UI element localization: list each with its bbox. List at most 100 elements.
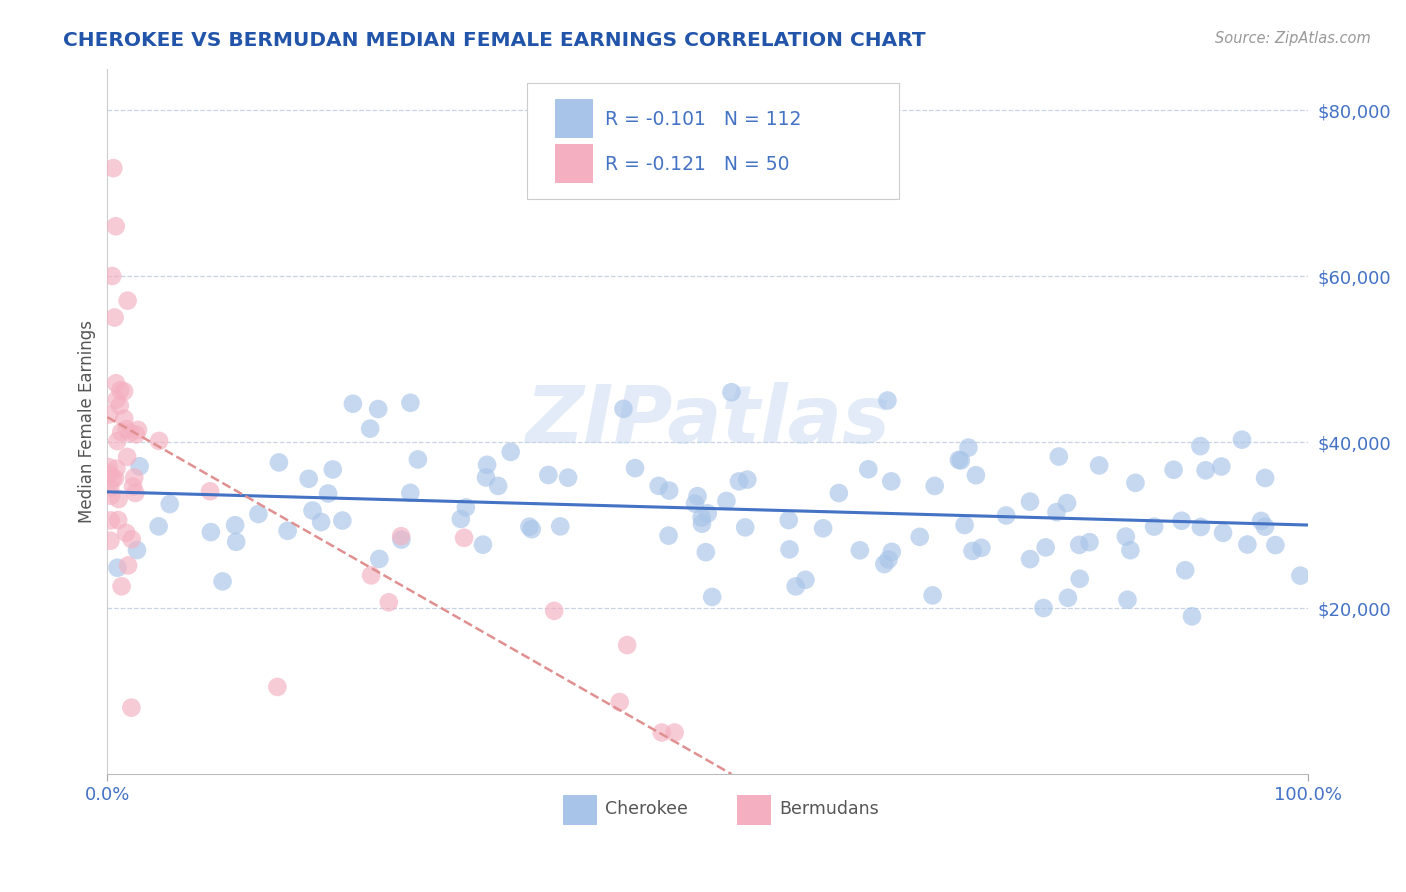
Point [247,507,270,521]
Point [737,473,759,487]
Point [734,520,756,534]
Point [1250,514,1272,528]
Point [1069,572,1091,586]
Point [127,423,149,437]
Point [873,557,896,571]
Point [1212,525,1234,540]
Point [683,497,706,511]
Point [1057,591,1080,605]
Point [1019,494,1042,508]
Point [198,484,221,499]
Point [690,516,713,531]
Point [115,525,138,540]
Text: R = -0.121   N = 50: R = -0.121 N = 50 [606,155,790,174]
Point [785,579,807,593]
Point [266,680,288,694]
Point [298,472,321,486]
Point [118,425,141,440]
Text: CHEROKEE VS BERMUDAN MEDIAN FEMALE EARNINGS CORRELATION CHART: CHEROKEE VS BERMUDAN MEDIAN FEMALE EARNI… [63,31,927,50]
Point [107,513,129,527]
Point [367,402,389,417]
Point [924,479,946,493]
Point [1264,538,1286,552]
Point [616,638,638,652]
Point [103,161,125,175]
Point [778,513,800,527]
Point [1069,538,1091,552]
Point [794,573,817,587]
Point [1035,541,1057,555]
Point [716,494,738,508]
Text: ZIPatlas: ZIPatlas [524,383,890,460]
Point [537,467,560,482]
Point [1181,609,1204,624]
Point [453,531,475,545]
Point [108,399,131,413]
Point [104,471,127,485]
Point [128,459,150,474]
Point [1189,439,1212,453]
Point [121,532,143,546]
Point [342,397,364,411]
Point [1254,519,1277,533]
Point [200,525,222,540]
Point [1170,514,1192,528]
Point [110,579,132,593]
Point [970,541,993,555]
Point [100,489,122,503]
Point [125,427,148,442]
Point [548,519,571,533]
Point [1045,505,1067,519]
Point [1047,450,1070,464]
Point [105,434,128,449]
Point [876,393,898,408]
Point [316,486,339,500]
Point [779,542,801,557]
Point [389,529,412,543]
Point [148,519,170,533]
Point [359,422,381,436]
Point [122,470,145,484]
Point [105,376,128,391]
Point [309,515,332,529]
Bar [564,795,598,825]
Point [962,544,984,558]
Point [953,518,976,533]
Point [101,472,124,486]
Point [107,491,129,506]
Point [471,538,494,552]
Point [98,481,121,495]
Point [1174,563,1197,577]
Point [124,486,146,500]
Bar [738,795,770,825]
Point [519,519,541,533]
Point [1189,520,1212,534]
Point [658,528,681,542]
Text: Bermudans: Bermudans [779,800,879,818]
Point [957,441,980,455]
Point [475,470,498,484]
Point [921,588,943,602]
Point [159,497,181,511]
Point [664,725,686,739]
Point [267,455,290,469]
Point [612,401,634,416]
Point [1289,568,1312,582]
Point [100,513,122,527]
Point [651,725,673,739]
Point [1032,601,1054,615]
Point [858,462,880,476]
Point [658,483,681,498]
Point [389,533,412,547]
Bar [555,99,593,137]
Point [690,510,713,524]
Point [1056,496,1078,510]
Point [115,422,138,436]
Point [332,514,354,528]
Point [454,500,477,515]
Point [624,461,647,475]
Point [949,453,972,467]
Point [125,543,148,558]
Point [908,530,931,544]
Point [1116,592,1139,607]
